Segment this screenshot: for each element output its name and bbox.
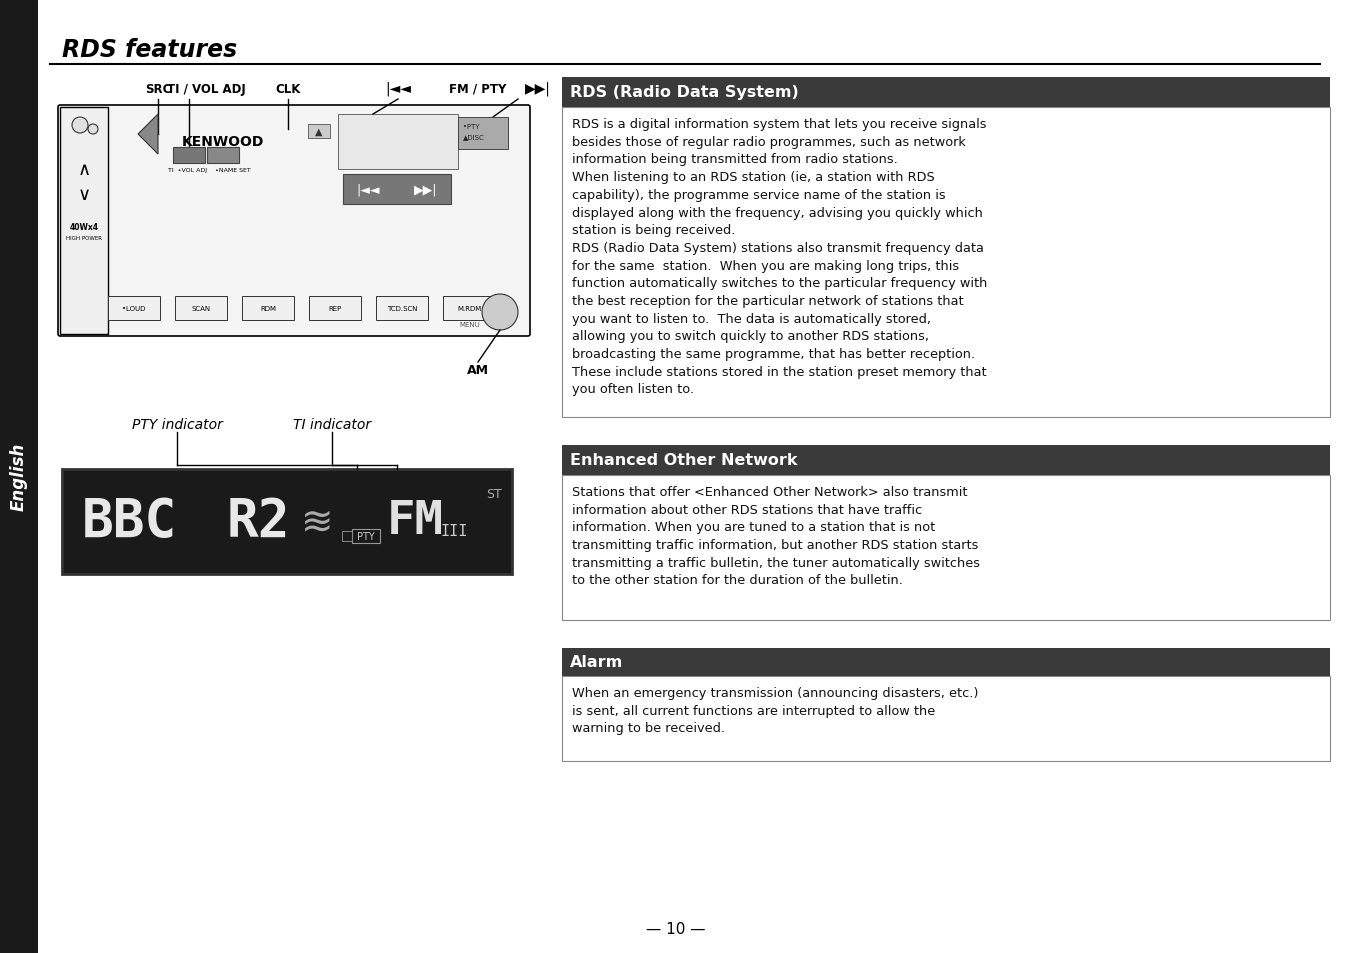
Text: ST: ST: [487, 488, 502, 501]
Text: |◄◄: |◄◄: [385, 81, 411, 96]
Text: TI  •VOL ADJ    •NAME SET: TI •VOL ADJ •NAME SET: [168, 168, 250, 172]
Text: |◄◄: |◄◄: [356, 183, 380, 196]
Text: ▲: ▲: [315, 127, 323, 137]
Text: CLK: CLK: [276, 83, 300, 96]
Text: RDM: RDM: [260, 306, 276, 312]
Text: PTY indicator: PTY indicator: [131, 417, 223, 432]
Bar: [310, 296, 361, 320]
Text: M.RDM: M.RDM: [457, 306, 481, 312]
Bar: [108, 296, 160, 320]
Bar: [458, 118, 508, 150]
Bar: [59, 108, 108, 335]
Bar: [207, 148, 239, 164]
Text: TI / VOL ADJ: TI / VOL ADJ: [166, 83, 245, 96]
Circle shape: [88, 125, 97, 135]
Bar: [62, 470, 512, 575]
Bar: [443, 296, 495, 320]
Bar: [342, 532, 352, 541]
Text: HIGH POWER: HIGH POWER: [66, 235, 101, 240]
Text: FM: FM: [387, 499, 443, 544]
Text: RDS features: RDS features: [62, 38, 237, 62]
Text: ∨: ∨: [77, 186, 91, 204]
Text: English: English: [9, 442, 28, 511]
Text: — 10 —: — 10 —: [646, 922, 706, 937]
FancyBboxPatch shape: [58, 106, 530, 336]
Text: ▶▶|: ▶▶|: [525, 81, 550, 96]
Circle shape: [72, 118, 88, 133]
Text: ▶▶|: ▶▶|: [414, 183, 438, 196]
Bar: [562, 677, 1330, 761]
Text: SCAN: SCAN: [192, 306, 211, 312]
Text: ▲DISC: ▲DISC: [462, 133, 485, 140]
Bar: [0, 0, 38, 953]
Bar: [562, 78, 1330, 108]
Text: ≋: ≋: [300, 502, 334, 540]
Text: KENWOOD: KENWOOD: [181, 135, 264, 149]
Bar: [562, 648, 1330, 677]
Bar: [174, 296, 227, 320]
Bar: [338, 115, 458, 170]
Bar: [308, 125, 330, 139]
Text: MENU: MENU: [460, 322, 480, 328]
Bar: [562, 446, 1330, 476]
Bar: [352, 530, 380, 543]
Text: BBC: BBC: [82, 496, 177, 547]
Polygon shape: [138, 115, 158, 154]
Text: R2: R2: [227, 496, 291, 547]
Text: TI indicator: TI indicator: [293, 417, 370, 432]
Text: III: III: [439, 524, 468, 539]
Text: SRC: SRC: [145, 83, 172, 96]
Text: When an emergency transmission (announcing disasters, etc.)
is sent, all current: When an emergency transmission (announci…: [572, 686, 979, 735]
Circle shape: [483, 294, 518, 331]
Text: •PTY: •PTY: [462, 124, 480, 130]
Text: REP: REP: [329, 306, 342, 312]
Text: ∧: ∧: [77, 161, 91, 179]
Bar: [562, 108, 1330, 417]
Text: RDS (Radio Data System): RDS (Radio Data System): [571, 86, 799, 100]
Text: FM / PTY: FM / PTY: [449, 83, 507, 96]
Text: PTY: PTY: [357, 532, 375, 541]
Text: Enhanced Other Network: Enhanced Other Network: [571, 453, 798, 468]
Text: Stations that offer <Enhanced Other Network> also transmit
information about oth: Stations that offer <Enhanced Other Netw…: [572, 485, 980, 587]
Text: Alarm: Alarm: [571, 655, 623, 670]
Text: TCD.SCN: TCD.SCN: [387, 306, 418, 312]
Text: RDS is a digital information system that lets you receive signals
besides those : RDS is a digital information system that…: [572, 118, 987, 396]
Text: 40Wx4: 40Wx4: [69, 223, 99, 233]
Text: •LOUD: •LOUD: [122, 306, 146, 312]
Bar: [376, 296, 429, 320]
Bar: [173, 148, 206, 164]
Bar: [562, 476, 1330, 620]
Text: AM: AM: [466, 364, 489, 377]
Bar: [242, 296, 293, 320]
Bar: [343, 174, 452, 205]
